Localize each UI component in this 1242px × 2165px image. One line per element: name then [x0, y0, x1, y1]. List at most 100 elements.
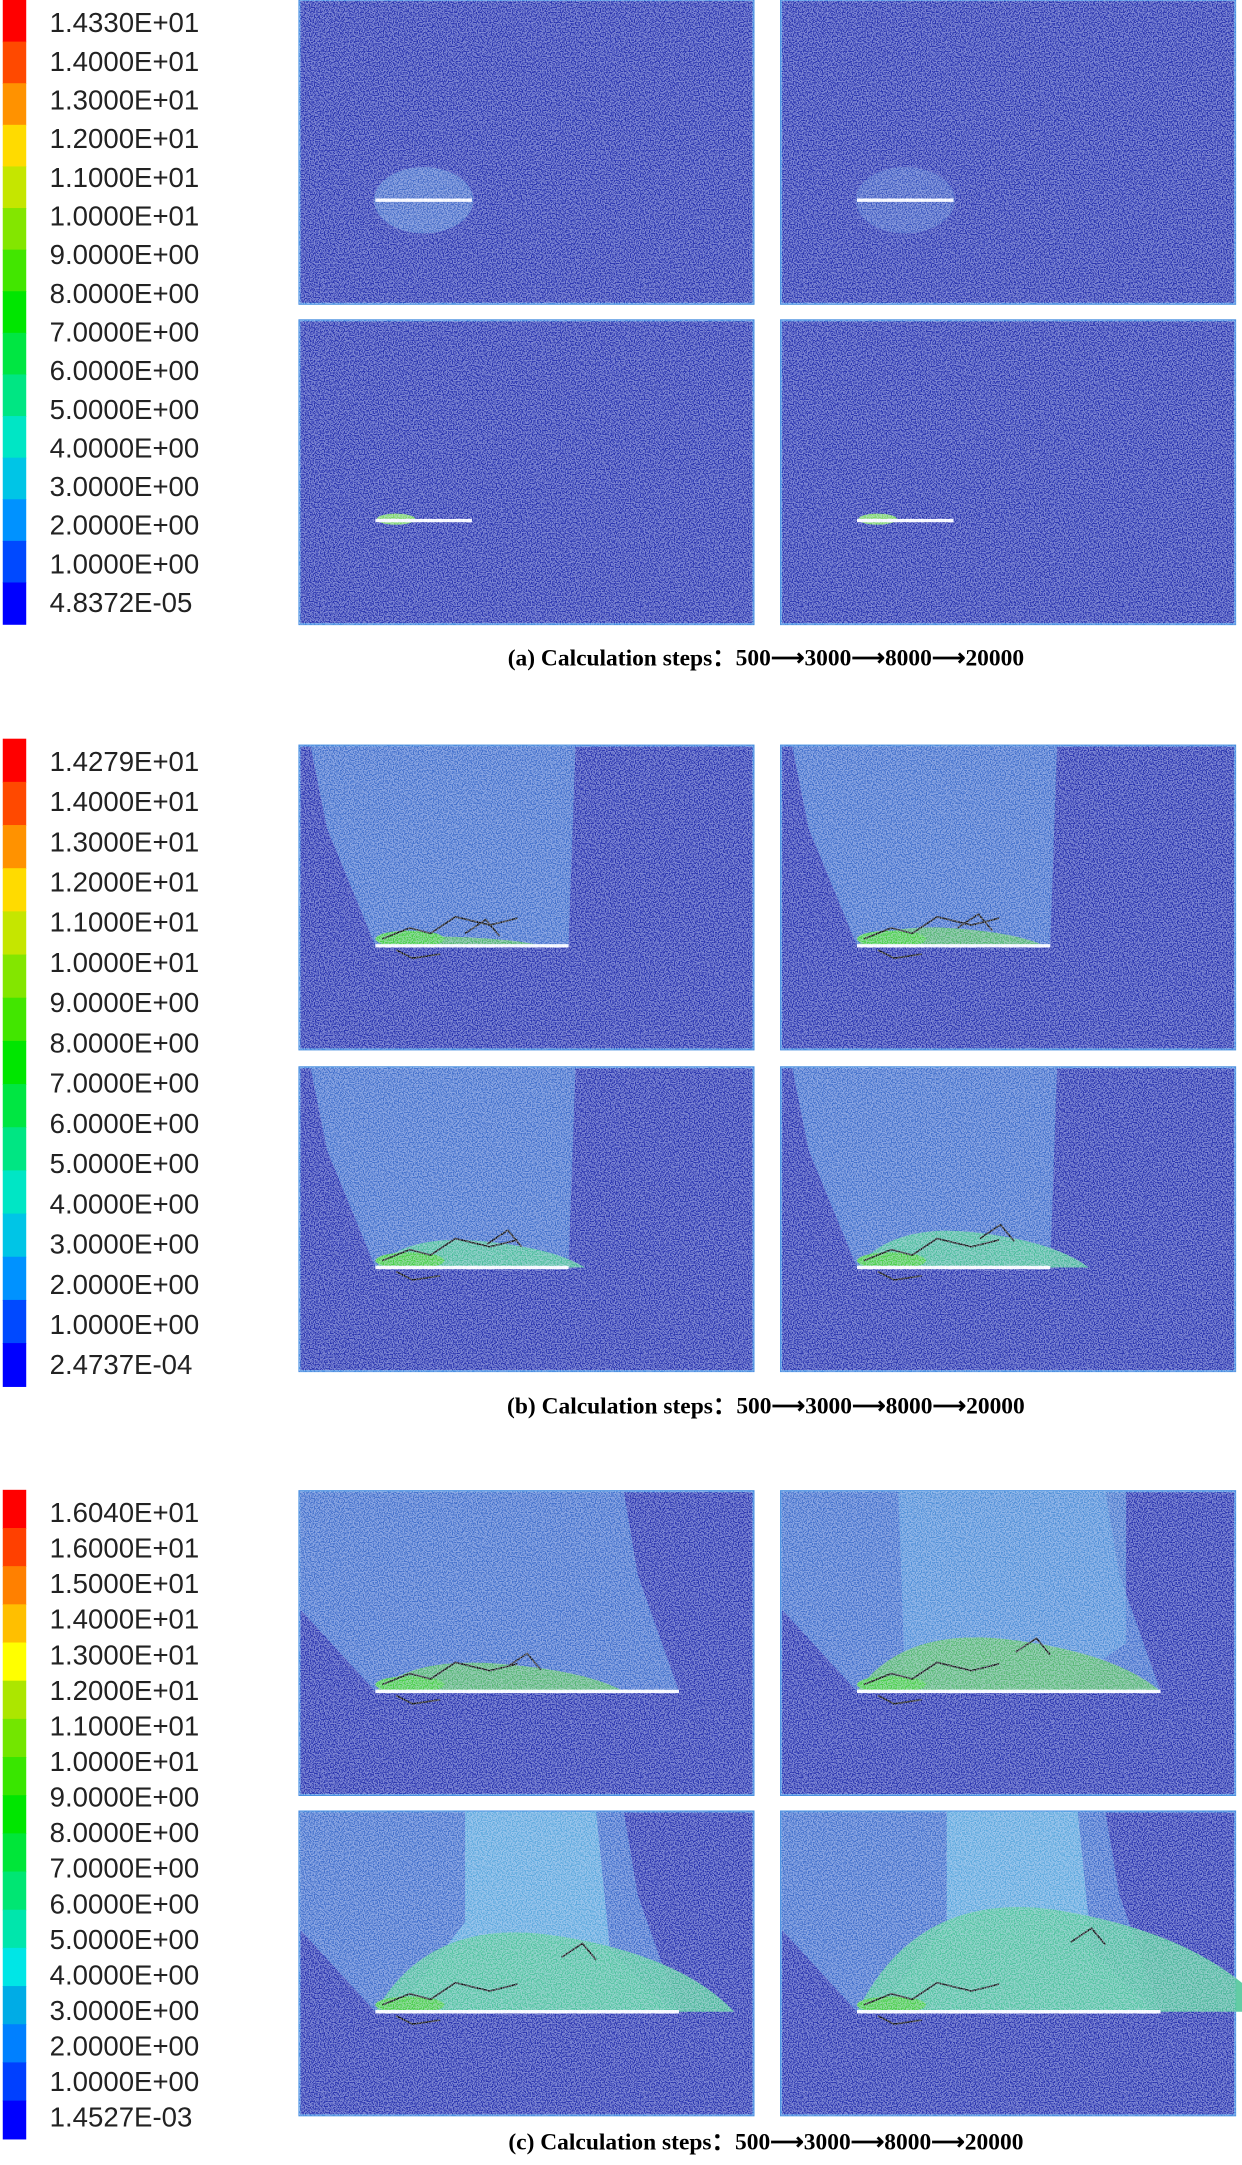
color-bar-segment: [2, 1040, 27, 1085]
legend-label: 1.6000E+01: [50, 1533, 200, 1564]
color-bar-segment: [2, 83, 27, 126]
legend-label: 1.3000E+01: [50, 1639, 200, 1670]
color-bar-segment: [2, 1986, 27, 2025]
simulation-image: [298, 1490, 755, 1796]
legend-label: 2.0000E+00: [50, 1269, 200, 1300]
simulation-image: [298, 319, 755, 626]
legend-label: 9.0000E+00: [50, 1782, 200, 1813]
legend-label: 5.0000E+00: [50, 394, 200, 425]
legend-label: 1.4527E-03: [50, 2102, 193, 2133]
legend-label: 1.3000E+01: [50, 826, 200, 857]
speckle: [299, 745, 754, 1050]
legend-label: 5.0000E+00: [50, 1148, 200, 1179]
legend-label: 1.5000E+01: [50, 1568, 200, 1599]
legend-label: 4.0000E+00: [50, 432, 200, 463]
legend-label: 6.0000E+00: [50, 1888, 200, 1919]
legend-label: 2.0000E+00: [50, 2031, 200, 2062]
speckle: [781, 320, 1236, 625]
color-bar-segment: [2, 1256, 27, 1301]
color-bar-segment: [2, 1718, 27, 1758]
color-bar-segment: [2, 1871, 27, 1911]
legend-label: 2.4737E-04: [50, 1349, 193, 1380]
color-bar-segment: [2, 41, 27, 84]
color-bar-segment: [2, 124, 27, 168]
color-bar-segment: [2, 868, 27, 913]
legend-label: 6.0000E+00: [50, 1108, 200, 1139]
color-bar-segment: [2, 1604, 27, 1644]
color-bar-segment: [2, 540, 27, 584]
simulation-image: [298, 1066, 755, 1373]
speckle: [781, 1491, 1236, 1795]
simulation-image: [780, 319, 1237, 626]
legend-label: 4.8372E-05: [50, 587, 193, 618]
legend-label: 8.0000E+00: [50, 278, 200, 309]
legend-label: 4.0000E+00: [50, 1959, 200, 1990]
legend-label: 5.0000E+00: [50, 1924, 200, 1955]
speckle: [299, 1067, 754, 1372]
simulation-image: [780, 1490, 1237, 1796]
legend-label: 1.4279E+01: [50, 746, 200, 777]
legend-label: 3.0000E+00: [50, 1229, 200, 1260]
color-bar-segment: [2, 2062, 27, 2102]
legend-label: 1.4330E+01: [50, 7, 200, 38]
color-bar-segment: [2, 1170, 27, 1215]
legend-label: 1.0000E+00: [50, 1309, 200, 1340]
color-bar-segment: [2, 457, 27, 500]
legend-label: 6.0000E+00: [50, 355, 200, 386]
color-bar-segment: [2, 954, 27, 999]
color-bar-segment: [2, 582, 27, 625]
legend-label: 1.3000E+01: [50, 84, 200, 115]
legend-label: 1.2000E+01: [50, 867, 200, 898]
color-bar-segment: [2, 332, 27, 376]
legend-label: 3.0000E+00: [50, 1995, 200, 2026]
color-bar-segment: [2, 1642, 27, 1682]
color-bar-segment: [2, 1343, 27, 1387]
speckle: [299, 0, 754, 304]
color-bar-segment: [2, 1489, 27, 1529]
color-bar-segment: [2, 1566, 27, 1606]
speckle: [299, 1491, 754, 1795]
speckle: [781, 1811, 1236, 2116]
color-bar-segment: [2, 1680, 27, 1720]
color-bar-segment: [2, 1084, 27, 1128]
color-bar-segment: [2, 738, 27, 783]
caption: (b) Calculation steps：500⟶3000⟶8000⟶2000…: [507, 1394, 1025, 1420]
legend-label: 1.1000E+01: [50, 1710, 200, 1741]
speckle: [781, 745, 1236, 1050]
legend-label: 8.0000E+00: [50, 1027, 200, 1058]
color-bar-segment: [2, 1127, 27, 1172]
legend-label: 1.6040E+01: [50, 1497, 200, 1528]
color-bar-segment: [2, 2024, 27, 2064]
caption: (a) Calculation steps：500⟶3000⟶8000⟶2000…: [508, 645, 1024, 671]
legend-label: 1.0000E+00: [50, 2066, 200, 2097]
color-bar-segment: [2, 1299, 27, 1344]
legend-label: 1.0000E+01: [50, 200, 200, 231]
caption: (c) Calculation steps：500⟶3000⟶8000⟶2000…: [508, 2130, 1023, 2156]
simulation-image: [780, 1066, 1237, 1373]
color-bar-segment: [2, 997, 27, 1042]
speckle: [299, 320, 754, 625]
speckle: [781, 0, 1236, 304]
legend-label: 1.0000E+01: [50, 1746, 200, 1777]
simulation-image: [298, 0, 755, 305]
legend-label: 1.0000E+01: [50, 947, 200, 978]
color-bar-segment: [2, 249, 27, 292]
color-bar-segment: [2, 825, 27, 869]
legend-label: 1.4000E+01: [50, 46, 200, 77]
legend-label: 7.0000E+00: [50, 1853, 200, 1884]
color-bar-segment: [2, 1527, 27, 1567]
legend-label: 7.0000E+00: [50, 1068, 200, 1099]
simulation-image: [780, 0, 1237, 305]
color-bar-segment: [2, 1757, 27, 1796]
legend-label: 1.1000E+01: [50, 162, 200, 193]
color-bar-segment: [2, 208, 27, 251]
color-bar-segment: [2, 1795, 27, 1835]
simulation-image: [780, 744, 1237, 1051]
legend-label: 4.0000E+00: [50, 1188, 200, 1219]
legend-label: 9.0000E+00: [50, 987, 200, 1018]
color-bar-segment: [2, 1833, 27, 1873]
color-bar-segment: [2, 781, 27, 826]
color-bar-segment: [2, 291, 27, 334]
color-bar-segment: [2, 416, 27, 459]
